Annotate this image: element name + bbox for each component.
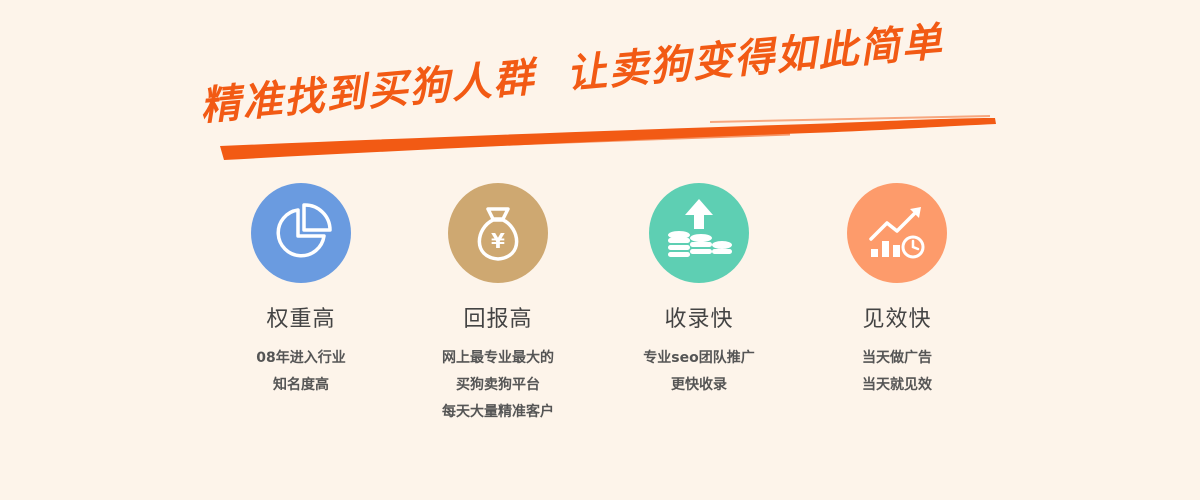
feature-title: 权重高 bbox=[266, 307, 336, 332]
feature-indexing: 收录快 专业seo团队推广 更快收录 bbox=[589, 183, 809, 399]
desc-line: 专业seo团队推广 bbox=[643, 350, 755, 366]
feature-description: 网上最专业最大的 买狗卖狗平台 每天大量精准客户 bbox=[388, 345, 608, 426]
feature-effect: 见效快 当天做广告 当天就见效 bbox=[787, 183, 1007, 399]
feature-description: 专业seo团队推广 更快收录 bbox=[589, 345, 809, 399]
feature-title: 见效快 bbox=[862, 307, 932, 332]
feature-description: 08年进入行业 知名度高 bbox=[191, 345, 411, 399]
desc-line: 更快收录 bbox=[671, 377, 727, 393]
headline-area: 精准找到买狗人群 让卖狗变得如此简单 bbox=[190, 18, 1020, 168]
pie-chart-icon bbox=[251, 183, 351, 283]
brush-stroke bbox=[220, 115, 996, 160]
desc-line: 网上最专业最大的 bbox=[442, 350, 554, 366]
feature-weight: 权重高 08年进入行业 知名度高 bbox=[191, 183, 411, 399]
feature-title: 回报高 bbox=[463, 307, 533, 332]
feature-return: ¥ 回报高 网上最专业最大的 买狗卖狗平台 每天大量精准客户 bbox=[388, 183, 608, 426]
desc-line: 当天就见效 bbox=[862, 377, 932, 393]
growth-chart-icon bbox=[847, 183, 947, 283]
feature-description: 当天做广告 当天就见效 bbox=[787, 345, 1007, 399]
desc-line: 买狗卖狗平台 bbox=[456, 377, 540, 393]
coins-upload-icon bbox=[649, 183, 749, 283]
desc-line: 08年进入行业 bbox=[256, 350, 346, 366]
desc-line: 知名度高 bbox=[273, 377, 329, 393]
money-bag-icon: ¥ bbox=[448, 183, 548, 283]
desc-line: 每天大量精准客户 bbox=[442, 404, 554, 420]
desc-line: 当天做广告 bbox=[862, 350, 932, 366]
feature-title: 收录快 bbox=[664, 307, 734, 332]
svg-text:¥: ¥ bbox=[491, 229, 505, 253]
